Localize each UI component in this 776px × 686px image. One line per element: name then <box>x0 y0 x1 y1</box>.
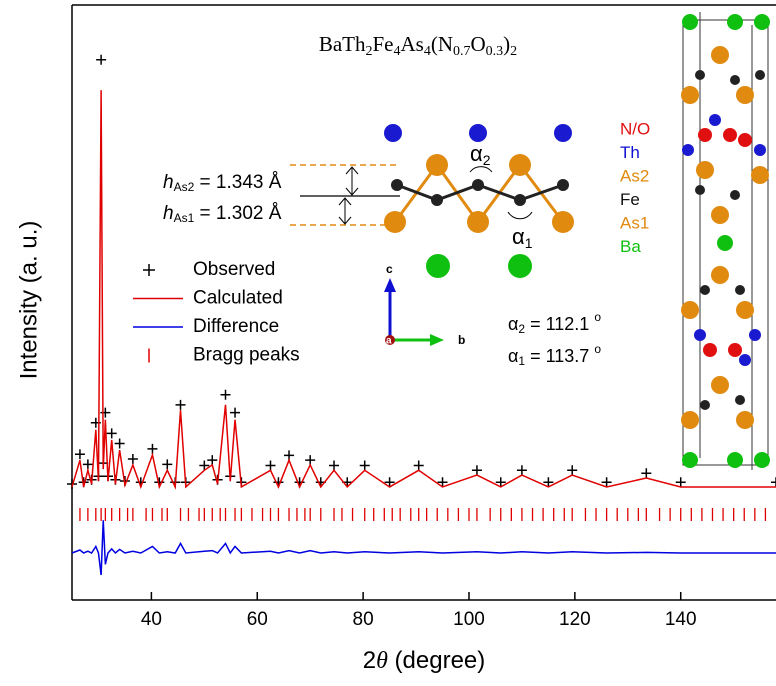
observed-point <box>675 477 686 488</box>
annotation: α1 <box>512 224 533 251</box>
observed-point <box>162 459 173 470</box>
observed-point <box>329 460 340 471</box>
observed-point <box>516 465 527 476</box>
x-tick-label: 100 <box>453 609 485 630</box>
observed-point <box>567 465 578 476</box>
observed-point <box>100 407 111 418</box>
axis-label: c <box>386 262 393 276</box>
atom-legend-label: As1 <box>620 213 649 232</box>
observed-point <box>230 407 241 418</box>
observed-point <box>147 443 158 454</box>
legend-label: Calculated <box>193 288 283 309</box>
observed-point <box>413 460 424 471</box>
observed-point <box>471 465 482 476</box>
x-tick-label: 60 <box>247 609 268 630</box>
axis-label: b <box>458 333 465 347</box>
x-tick-label: 140 <box>665 609 697 630</box>
observed-point <box>771 477 776 488</box>
observed-point <box>127 453 138 464</box>
series-line <box>71 90 776 490</box>
chart-title: BaTh2Fe4As4(N0.7O0.3)2 <box>319 32 517 59</box>
atom-legend-label: Fe <box>620 190 640 209</box>
observed-point <box>495 477 506 488</box>
atom-legend-label: Th <box>620 143 640 162</box>
y-axis-label: Intensity (a. u.) <box>15 221 42 380</box>
atom-legend-label: As2 <box>620 166 649 185</box>
axis-label: a <box>386 336 392 347</box>
annotation: hAs1 = 1.302 Å <box>163 203 282 225</box>
series-line <box>71 520 776 576</box>
legend-label: Observed <box>193 259 275 280</box>
x-tick-label: 80 <box>353 609 374 630</box>
observed-point <box>199 460 210 471</box>
legend-label: Difference <box>193 316 279 337</box>
annotation: α1 = 113.7 o <box>508 342 601 368</box>
x-tick-label: 120 <box>559 609 591 630</box>
observed-point <box>265 460 276 471</box>
observed-point <box>67 478 77 489</box>
x-axis-label: 2θ (degree) <box>363 647 486 674</box>
observed-point <box>384 477 395 488</box>
observed-point <box>543 477 554 488</box>
observed-point <box>114 438 125 449</box>
crystal-structure <box>290 12 770 470</box>
observed-point <box>641 468 652 479</box>
observed-point <box>437 477 448 488</box>
observed-point <box>601 477 612 488</box>
observed-point <box>74 449 85 460</box>
observed-point <box>207 455 218 466</box>
atom-legend-label: Ba <box>620 237 641 256</box>
legend-label: Bragg peaks <box>193 345 300 366</box>
observed-point <box>359 460 370 471</box>
observed-point <box>175 399 186 410</box>
annotation: α2 = 112.1 o <box>508 310 601 336</box>
annotation: hAs2 = 1.343 Å <box>163 172 282 194</box>
x-tick-label: 40 <box>141 609 162 630</box>
observed-point <box>220 389 231 400</box>
atom-legend-label: N/O <box>620 119 650 138</box>
observed-point <box>96 54 107 65</box>
observed-point <box>106 428 117 439</box>
legend-marker <box>143 264 155 276</box>
annotation: α2 <box>470 141 491 168</box>
